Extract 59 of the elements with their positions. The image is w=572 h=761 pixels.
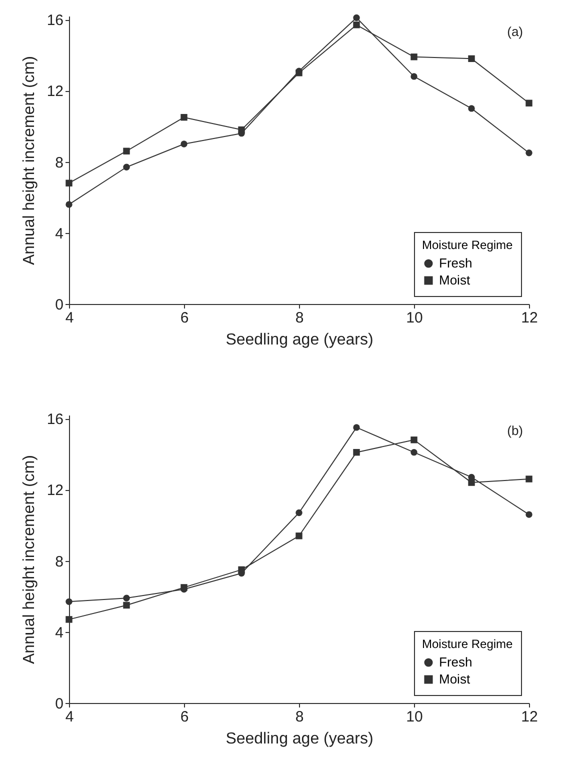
point bbox=[123, 602, 130, 609]
x-tick-label: 12 bbox=[521, 310, 538, 326]
point bbox=[353, 14, 360, 22]
x-tick-label: 6 bbox=[180, 708, 189, 726]
x-tick-label: 8 bbox=[295, 310, 304, 326]
y-tick-label: 16 bbox=[46, 411, 64, 428]
y-tick-label: 8 bbox=[55, 553, 64, 570]
y-tick-label: 4 bbox=[55, 225, 64, 242]
point bbox=[296, 509, 302, 516]
x-axis-title: Seedling age (years) bbox=[226, 332, 374, 348]
y-tick-label: 12 bbox=[46, 482, 64, 500]
point bbox=[123, 148, 130, 154]
point bbox=[180, 140, 188, 148]
legend-title: Moisture Regime bbox=[422, 238, 514, 252]
point bbox=[66, 201, 72, 208]
legend-label: Fresh bbox=[439, 256, 472, 270]
point bbox=[296, 532, 302, 540]
point bbox=[526, 511, 532, 518]
point bbox=[353, 22, 360, 28]
point bbox=[526, 100, 532, 106]
point bbox=[410, 54, 418, 60]
annotation: (b) bbox=[507, 423, 523, 438]
legend-title: Moisture Regime bbox=[422, 637, 514, 651]
point bbox=[526, 150, 532, 156]
x-tick-label: 10 bbox=[406, 310, 423, 326]
x-tick-label: 10 bbox=[406, 708, 423, 726]
legend-label: Moist bbox=[439, 672, 470, 686]
point bbox=[353, 448, 360, 456]
point bbox=[353, 424, 360, 431]
point bbox=[468, 55, 475, 62]
point bbox=[66, 616, 72, 623]
y-tick-label: 0 bbox=[55, 296, 64, 314]
point bbox=[526, 476, 532, 482]
point bbox=[468, 479, 475, 486]
y-tick-label: 12 bbox=[46, 83, 64, 100]
annotation: (a) bbox=[507, 24, 523, 39]
x-tick-label: 12 bbox=[521, 708, 538, 726]
point bbox=[180, 114, 188, 121]
point bbox=[123, 594, 130, 602]
point bbox=[238, 126, 245, 134]
x-axis-title: Seedling age (years) bbox=[226, 730, 374, 748]
point bbox=[410, 448, 418, 456]
point bbox=[238, 566, 245, 574]
point bbox=[410, 73, 418, 80]
point bbox=[468, 105, 475, 112]
y-tick-label: 4 bbox=[55, 624, 64, 642]
y-axis-title: Annual height increment (cm) bbox=[20, 56, 38, 265]
point bbox=[123, 164, 130, 170]
point bbox=[410, 436, 418, 444]
y-tick-label: 16 bbox=[46, 12, 64, 30]
y-tick-label: 8 bbox=[55, 154, 64, 172]
y-axis-title: Annual height increment (cm) bbox=[20, 455, 38, 664]
legend-label: Fresh bbox=[439, 654, 472, 670]
y-tick-label: 0 bbox=[55, 696, 64, 712]
legend-label: Moist bbox=[439, 272, 470, 288]
point bbox=[66, 180, 72, 186]
x-tick-label: 8 bbox=[295, 708, 304, 726]
point bbox=[66, 598, 72, 606]
x-tick-label: 6 bbox=[180, 310, 189, 326]
